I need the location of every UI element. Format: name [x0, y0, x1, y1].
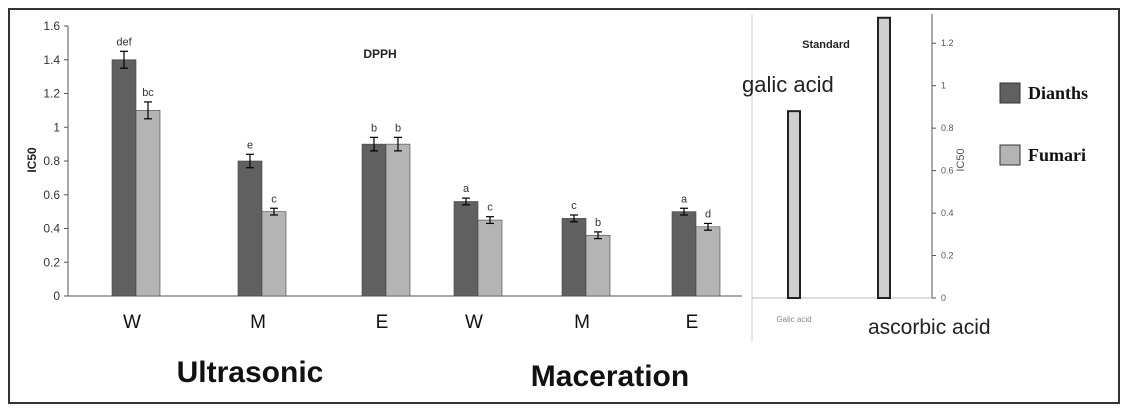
bar-fumari — [585, 234, 611, 297]
annotation-galic-acid: galic acid — [742, 72, 834, 97]
bar-dianths — [671, 211, 697, 297]
significance-label: d — [705, 208, 711, 220]
main-chart: 00.20.40.60.811.21.41.6IC50DPPHdefbcWecM… — [25, 19, 742, 393]
std-bar — [787, 110, 801, 299]
significance-label: def — [116, 36, 132, 48]
significance-label: b — [395, 122, 401, 134]
bar-dianths — [361, 143, 387, 297]
bar-fumari — [385, 143, 411, 297]
x-tick-label: E — [376, 312, 389, 333]
x-tick-label: W — [465, 312, 483, 333]
bar-dianths — [111, 59, 137, 297]
significance-label: c — [271, 193, 277, 205]
x-tick-label: W — [123, 312, 141, 333]
legend: Dianths Fumari — [999, 82, 1088, 166]
group-label-maceration: Maceration — [531, 360, 689, 393]
std-y-tick-label: 0.6 — [941, 166, 954, 176]
bar-dianths — [561, 218, 587, 297]
standard-chart: 0 0.2 0.4 0.6 0.8 1 1.2 IC50 Standard Galic acid g… — [742, 14, 991, 342]
significance-label: b — [595, 217, 601, 229]
legend-swatch — [999, 82, 1021, 104]
x-tick-label: M — [574, 312, 590, 333]
legend-swatch — [999, 144, 1021, 166]
significance-label: c — [571, 200, 577, 212]
bar-fumari — [261, 211, 287, 297]
y-tick-label: 1.6 — [43, 19, 60, 33]
y-tick-label: 0.4 — [43, 222, 60, 236]
std-y-axis-label: IC50 — [955, 148, 967, 171]
std-x-tick-label: Galic acid — [776, 315, 811, 324]
bar-fumari — [477, 219, 503, 297]
bar-fumari — [695, 226, 721, 297]
std-y-tick-label: 1.2 — [941, 38, 954, 48]
std-y-tick-label: 0.8 — [941, 123, 954, 133]
chart-title: DPPH — [363, 47, 396, 61]
x-tick-label: M — [250, 312, 266, 333]
bar-fumari — [135, 110, 161, 297]
significance-label: bc — [142, 87, 154, 99]
bar-dianths — [453, 201, 479, 297]
std-bar — [877, 16, 891, 299]
figure-border — [8, 8, 1120, 404]
y-tick-label: 0.2 — [43, 255, 60, 269]
std-y-tick-label: 0.4 — [941, 208, 954, 218]
significance-label: a — [463, 183, 470, 195]
significance-label: e — [247, 139, 253, 151]
significance-label: c — [487, 202, 493, 214]
y-tick-label: 0.6 — [43, 188, 60, 202]
significance-label: b — [371, 122, 377, 134]
significance-label: a — [681, 193, 688, 205]
y-tick-label: 0 — [53, 289, 60, 303]
y-tick-label: 1.4 — [43, 53, 60, 67]
y-axis-label: IC50 — [25, 147, 39, 173]
std-y-tick-label: 1 — [941, 81, 946, 91]
y-tick-label: 1 — [53, 120, 60, 134]
legend-label: Dianths — [1028, 83, 1088, 103]
bar-dianths — [237, 160, 263, 297]
std-title: Standard — [802, 39, 850, 51]
y-tick-label: 1.2 — [43, 87, 60, 101]
group-label-ultrasonic: Ultrasonic — [177, 356, 324, 389]
annotation-ascorbic-acid: ascorbic acid — [868, 316, 991, 339]
x-tick-label: E — [686, 312, 699, 333]
y-tick-label: 0.8 — [43, 154, 60, 168]
legend-label: Fumari — [1028, 145, 1086, 165]
std-y-tick-label: 0 — [941, 293, 946, 303]
std-y-tick-label: 0.2 — [941, 251, 954, 261]
